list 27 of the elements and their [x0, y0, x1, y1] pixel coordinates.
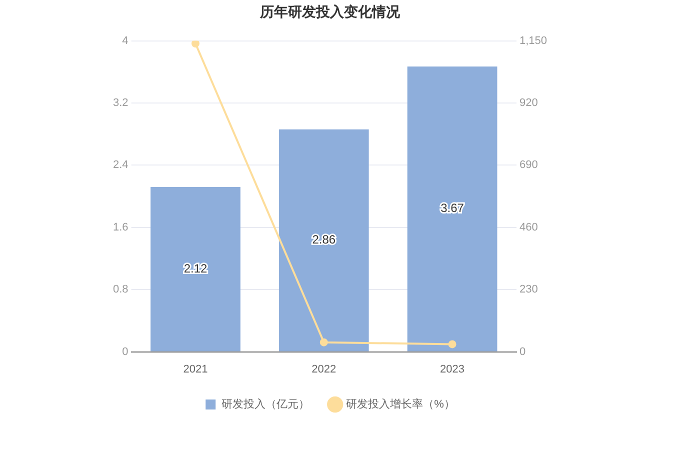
- y2-tick-label: 1,150: [519, 34, 548, 47]
- y-tick-label: 4: [122, 34, 128, 47]
- y-tick-label: 1.6: [112, 221, 128, 234]
- y-tick-label: 0.8: [112, 284, 128, 296]
- data-label: 2.86: [312, 232, 336, 247]
- x-tick-label: 2023: [440, 363, 465, 376]
- y-tick-label: 2.4: [112, 159, 128, 172]
- chart-title: 历年研发投入变化情况: [259, 3, 401, 20]
- y2-tick-label: 690: [519, 159, 538, 172]
- y2-tick-label: 460: [519, 221, 538, 234]
- y2-tick-label: 230: [519, 284, 538, 296]
- data-label: 2.12: [184, 261, 208, 276]
- y2-tick-label: 0: [519, 346, 526, 358]
- bar: [407, 66, 498, 352]
- bar: [278, 129, 369, 352]
- legend-label: 研发投入增长率（%）: [346, 398, 455, 411]
- legend-label: 研发投入（亿元）: [222, 398, 310, 411]
- point: [320, 338, 328, 346]
- y-tick-label: 0: [122, 346, 128, 358]
- point: [191, 40, 200, 48]
- y2-tick-label: 920: [519, 97, 538, 110]
- data-label: 3.67: [440, 201, 464, 216]
- bar: [150, 186, 240, 352]
- y-tick-label: 3.2: [112, 97, 128, 110]
- x-tick-label: 2022: [312, 363, 336, 376]
- x-tick-label: 2021: [183, 363, 208, 376]
- point: [448, 340, 456, 348]
